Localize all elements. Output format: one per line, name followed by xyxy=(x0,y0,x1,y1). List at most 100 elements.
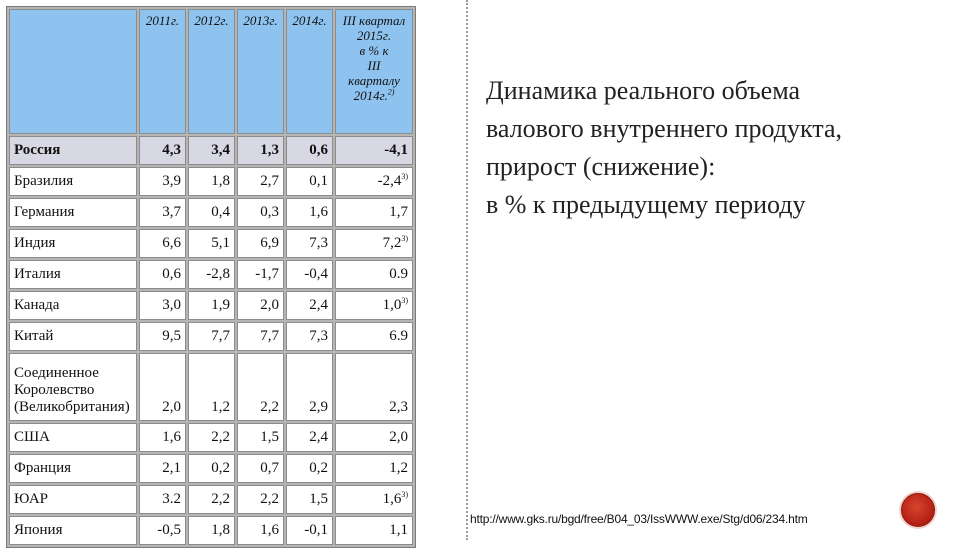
country-cell: ЮАР xyxy=(9,485,137,514)
table-row: Франция 2,1 0,2 0,7 0,2 1,2 xyxy=(9,454,413,483)
heading-subline: в % к предыдущему периоду xyxy=(486,190,806,219)
value-cell: 1,1 xyxy=(335,516,413,545)
value-cell: 2,2 xyxy=(237,353,284,421)
value-cell: 2,1 xyxy=(139,454,186,483)
value-cell: 1,7 xyxy=(335,198,413,227)
heading-line: Динамика реального объема xyxy=(486,76,801,105)
value-cell: 0,2 xyxy=(286,454,333,483)
value-cell: 0,1 xyxy=(286,167,333,196)
value-cell: 0,6 xyxy=(286,136,333,165)
country-cell: Россия xyxy=(9,136,137,165)
country-cell: США xyxy=(9,423,137,452)
value-cell: 0,4 xyxy=(188,198,235,227)
value-cell: 7,3 xyxy=(286,322,333,351)
header-2014: 2014г. xyxy=(286,9,333,134)
value-cell: 2,0 xyxy=(237,291,284,320)
value-cell: 1,5 xyxy=(237,423,284,452)
header-quarter: III квартал 2015г. в % к III кварталу 20… xyxy=(335,9,413,134)
value-cell: -0,5 xyxy=(139,516,186,545)
value-cell: 1,8 xyxy=(188,516,235,545)
country-cell: Китай xyxy=(9,322,137,351)
value-cell: 2,9 xyxy=(286,353,333,421)
table-row: США 1,6 2,2 1,5 2,4 2,0 xyxy=(9,423,413,452)
value-cell: 6,9 xyxy=(237,229,284,258)
country-line: (Великобритания) xyxy=(14,399,130,415)
country-cell: Индия xyxy=(9,229,137,258)
value-text: 1,0 xyxy=(382,297,402,313)
value-cell: 6,6 xyxy=(139,229,186,258)
footnote-mark: 3) xyxy=(401,234,408,243)
value-cell: 1,2 xyxy=(188,353,235,421)
header-quarter-line: в % к xyxy=(359,43,389,58)
value-cell: 2,0 xyxy=(139,353,186,421)
header-quarter-line: 2014г. xyxy=(353,88,388,103)
value-cell: -4,1 xyxy=(335,136,413,165)
source-link[interactable]: http://www.gks.ru/bgd/free/B04_03/IssWWW… xyxy=(470,512,808,526)
table-row: Канада 3,0 1,9 2,0 2,4 1,03) xyxy=(9,291,413,320)
value-cell: 2,0 xyxy=(335,423,413,452)
value-cell: 0.9 xyxy=(335,260,413,289)
value-cell: 1,6 xyxy=(139,423,186,452)
footnote-mark: 3) xyxy=(401,490,408,499)
value-cell: 7,7 xyxy=(188,322,235,351)
footnote-mark: 2) xyxy=(387,87,395,97)
page-badge-icon xyxy=(901,493,935,527)
header-quarter-line: кварталу xyxy=(348,73,400,88)
country-line: Соединенное xyxy=(14,365,99,381)
value-cell: -1,7 xyxy=(237,260,284,289)
value-cell: 1,8 xyxy=(188,167,235,196)
header-quarter-line: III xyxy=(367,58,381,73)
value-cell: 7,7 xyxy=(237,322,284,351)
value-cell: 0,2 xyxy=(188,454,235,483)
country-cell: Соединенное Королевство (Великобритания) xyxy=(9,353,137,421)
country-cell: Италия xyxy=(9,260,137,289)
header-empty-cell xyxy=(9,9,137,134)
value-cell: 9,5 xyxy=(139,322,186,351)
value-cell: 3,0 xyxy=(139,291,186,320)
country-cell: Бразилия xyxy=(9,167,137,196)
value-cell: 0,7 xyxy=(237,454,284,483)
value-cell: 0,3 xyxy=(237,198,284,227)
value-cell: 1,2 xyxy=(335,454,413,483)
value-cell: 2,2 xyxy=(188,423,235,452)
value-cell: 4,3 xyxy=(139,136,186,165)
table-row: Япония -0,5 1,8 1,6 -0,1 1,1 xyxy=(9,516,413,545)
value-cell: 6.9 xyxy=(335,322,413,351)
header-quarter-line: 2015г. xyxy=(356,28,392,43)
value-cell: 2,3 xyxy=(335,353,413,421)
value-cell: 3,9 xyxy=(139,167,186,196)
table-row: Индия 6,6 5,1 6,9 7,3 7,23) xyxy=(9,229,413,258)
table-row: Германия 3,7 0,4 0,3 1,6 1,7 xyxy=(9,198,413,227)
value-cell: 2,2 xyxy=(188,485,235,514)
value-cell: 1,63) xyxy=(335,485,413,514)
value-cell: 7,3 xyxy=(286,229,333,258)
value-cell: 5,1 xyxy=(188,229,235,258)
footnote-mark: 3) xyxy=(401,172,408,181)
header-2013: 2013г. xyxy=(237,9,284,134)
table-row: Италия 0,6 -2,8 -1,7 -0,4 0.9 xyxy=(9,260,413,289)
value-cell: 3,7 xyxy=(139,198,186,227)
country-cell: Германия xyxy=(9,198,137,227)
heading-line: прирост (снижение): xyxy=(486,152,716,181)
value-cell: -2,43) xyxy=(335,167,413,196)
value-cell: 1,6 xyxy=(286,198,333,227)
value-cell: 2,4 xyxy=(286,291,333,320)
value-cell: 1,03) xyxy=(335,291,413,320)
footnote-mark: 3) xyxy=(401,296,408,305)
table-row: Соединенное Королевство (Великобритания)… xyxy=(9,353,413,421)
header-2011: 2011г. xyxy=(139,9,186,134)
value-cell: 2,2 xyxy=(237,485,284,514)
slide-heading: Динамика реального объема валового внутр… xyxy=(486,72,946,224)
country-line: Королевство xyxy=(14,382,95,398)
value-cell: -0,4 xyxy=(286,260,333,289)
value-cell: 2,7 xyxy=(237,167,284,196)
country-cell: Франция xyxy=(9,454,137,483)
country-cell: Канада xyxy=(9,291,137,320)
value-cell: 3.2 xyxy=(139,485,186,514)
gdp-table: 2011г. 2012г. 2013г. 2014г. III квартал … xyxy=(6,6,416,548)
value-cell: 1,3 xyxy=(237,136,284,165)
value-cell: 1,9 xyxy=(188,291,235,320)
header-2012: 2012г. xyxy=(188,9,235,134)
table-row: ЮАР 3.2 2,2 2,2 1,5 1,63) xyxy=(9,485,413,514)
value-text: -2,4 xyxy=(377,173,402,189)
